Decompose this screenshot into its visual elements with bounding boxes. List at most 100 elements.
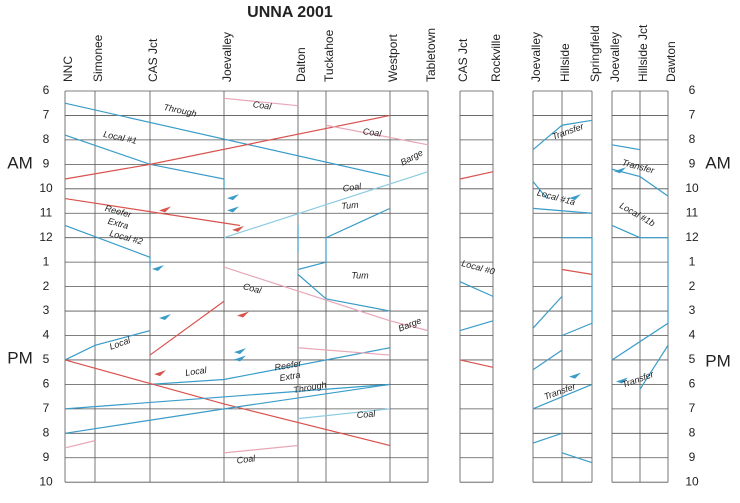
train-path [532, 349, 563, 371]
train-path [532, 383, 593, 410]
train-path [297, 273, 391, 312]
train-path [561, 268, 593, 275]
pm-label: PM [705, 351, 731, 370]
station-name: Springfield [588, 25, 602, 82]
train-label: Reefer [274, 358, 303, 373]
station-name: NNC [61, 56, 75, 82]
train-path [459, 359, 494, 368]
train-label: Coal [362, 126, 383, 139]
train-label: Tum [351, 270, 369, 280]
train-path [64, 440, 96, 449]
train-path [611, 224, 669, 361]
hour-label: 7 [689, 108, 696, 122]
train-label: Through [163, 102, 198, 119]
arrow [159, 206, 171, 213]
hour-label: 9 [43, 157, 50, 171]
pm-label: PM [7, 348, 33, 367]
train-path [297, 347, 391, 356]
station-name: Joevalley [608, 32, 622, 82]
train-label: Coal [356, 409, 376, 421]
station-name: Simonee [91, 34, 105, 82]
train-label: Coal [242, 281, 263, 296]
arrow [227, 206, 239, 213]
arrow [614, 167, 626, 174]
train-label: Local #1b [618, 200, 657, 228]
hour-label: 10 [39, 181, 53, 195]
train-path [532, 432, 563, 444]
arrow [154, 370, 166, 377]
train-label: Coal [342, 181, 363, 194]
hour-label: 5 [43, 352, 50, 366]
hour-label: 9 [689, 450, 696, 464]
hour-label: 6 [43, 83, 50, 97]
arrow [616, 377, 628, 384]
train-path [64, 383, 391, 434]
hour-label: 10 [39, 474, 53, 488]
train-path [223, 266, 429, 332]
train-path [325, 124, 429, 146]
train-label: Transfer [543, 381, 578, 402]
hour-label: 7 [43, 401, 50, 415]
train-path [561, 452, 593, 464]
title: UNNA 2001 [247, 4, 333, 21]
am-label: AM [705, 153, 731, 172]
hour-label: 8 [689, 425, 696, 439]
train-path [223, 97, 299, 107]
train-path [297, 408, 391, 420]
hour-label: 4 [43, 328, 50, 342]
station-name: Hillside [558, 43, 572, 82]
station-name: CAS Jct [146, 38, 160, 82]
station-name: Dalton [294, 47, 308, 82]
hour-label: 6 [689, 83, 696, 97]
station-name: Dawton [664, 41, 678, 82]
train-path [64, 197, 241, 227]
train-path [459, 281, 494, 297]
hour-label: 9 [43, 450, 50, 464]
train-path [459, 320, 494, 332]
station-name: Rockville [489, 34, 503, 82]
train-label: Extra [279, 370, 301, 383]
hour-label: 9 [689, 157, 696, 171]
train-path [532, 181, 548, 199]
arrow [234, 355, 246, 362]
train-path [64, 224, 151, 268]
arrow [569, 194, 581, 201]
train-path [532, 295, 563, 329]
train-label: Tum [341, 200, 360, 212]
hour-label: 1 [43, 254, 50, 268]
hour-label: 6 [43, 377, 50, 391]
hour-label: 10 [685, 474, 699, 488]
station-name: Tabletown [424, 28, 438, 82]
arrow [569, 372, 581, 379]
station-name: Hillside Jct [636, 24, 650, 82]
train-label: Coal [252, 99, 273, 112]
train-path [297, 207, 391, 271]
hour-label: 8 [689, 132, 696, 146]
hour-label: 3 [689, 303, 696, 317]
train-path [64, 102, 391, 178]
arrow [227, 194, 239, 201]
train-path [532, 119, 593, 151]
train-path [611, 144, 641, 151]
train-path [149, 347, 391, 385]
train-label: Local #0 [460, 258, 495, 276]
station-name: Joevalley [220, 32, 234, 82]
hour-label: 6 [689, 377, 696, 391]
hour-label: 4 [689, 328, 696, 342]
arrow [234, 348, 246, 355]
hour-label: 7 [43, 108, 50, 122]
train-path [64, 359, 391, 447]
train-label: Barge [397, 315, 423, 333]
arrow [232, 225, 244, 232]
train-path [223, 171, 429, 239]
hour-label: 12 [685, 230, 699, 244]
train-label: Local #1a [536, 188, 576, 208]
arrow [152, 265, 164, 272]
train-label: Local [185, 365, 209, 378]
train-label: Transfer [621, 369, 656, 390]
hour-label: 1 [689, 254, 696, 268]
arrow [159, 313, 171, 320]
train-label: Coal [236, 453, 257, 466]
hour-label: 5 [689, 352, 696, 366]
